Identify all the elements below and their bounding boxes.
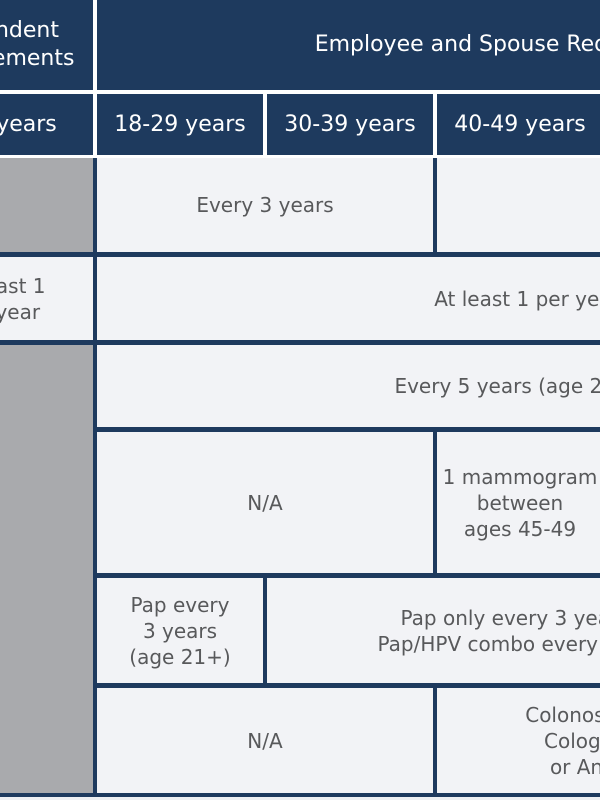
gray-spacer-column	[0, 345, 93, 793]
cell-at-least-1-per-year: At least 1 per year	[97, 257, 600, 340]
cell-na-mammogram-row: N/A	[97, 432, 433, 573]
age-column-18-29: 18-29 years	[97, 94, 263, 155]
dependent-requirements-header: Dependent Requirements	[0, 0, 93, 90]
cell-pap-18-29: Pap every 3 years (age 21+)	[97, 578, 263, 683]
cell-dependent-at-least-1-per-year: At least 1 per year	[0, 257, 93, 340]
cell-mammogram-45-49: 1 mammogram between ages 45-49	[437, 432, 600, 573]
age-column-30-39: 30-39 years	[267, 94, 433, 155]
cell-colonoscopy-40-plus: Colonoscopy every 10 years, Cologuard ev…	[437, 688, 600, 793]
age-column-40-49: 40-49 years	[437, 94, 600, 155]
age-column-dependent: 0-17 years	[0, 94, 93, 155]
cell-every-3-years: Every 3 years	[97, 158, 433, 252]
cell-row1-40-49	[437, 158, 600, 252]
cell-pap-30-plus: Pap only every 3 years or Pap/HPV combo …	[267, 578, 600, 683]
employee-spouse-requirements-header: Employee and Spouse Requirements	[97, 0, 600, 90]
cell-every-5-years: Every 5 years (age 20+)	[97, 345, 600, 427]
gray-spacer-cell-row1	[0, 158, 93, 252]
cell-na-colonoscopy-row: N/A	[97, 688, 433, 793]
